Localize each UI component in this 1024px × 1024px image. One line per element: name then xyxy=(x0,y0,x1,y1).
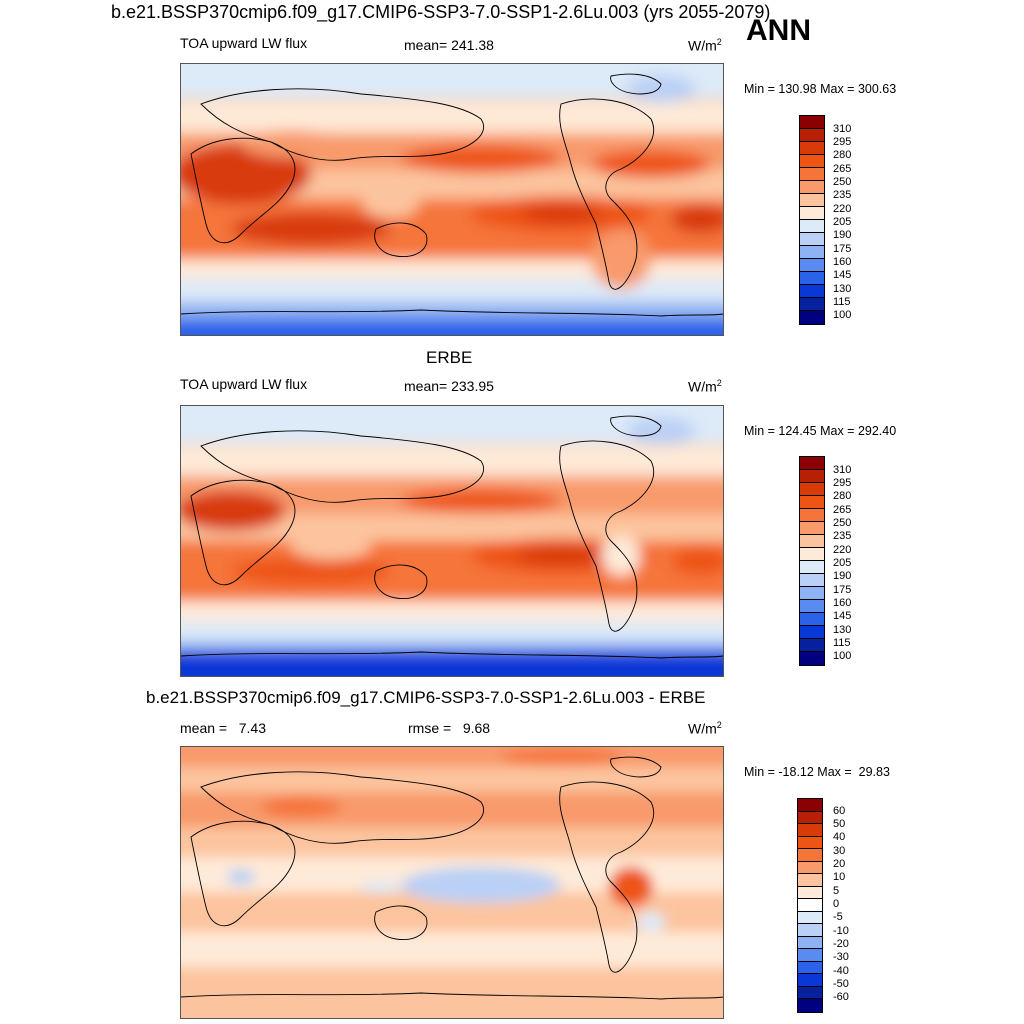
colorbar-tick: 280 xyxy=(833,490,852,502)
panel3-mean-label: mean = 7.43 xyxy=(180,720,267,736)
colorbar-tick: 10 xyxy=(833,871,846,883)
colorbar-tick: 30 xyxy=(833,845,846,857)
colorbar-tick: 160 xyxy=(833,256,852,268)
panel2-map xyxy=(180,405,724,677)
colorbar-tick: 205 xyxy=(833,557,852,569)
panel2-colorbar xyxy=(799,456,825,666)
main-title: b.e21.BSSP370cmip6.f09_g17.CMIP6-SSP3-7.… xyxy=(111,2,771,22)
colorbar-tick: 265 xyxy=(833,163,852,175)
colorbar-tick: 160 xyxy=(833,597,852,609)
colorbar-tick: 5 xyxy=(833,885,840,897)
colorbar-tick: 40 xyxy=(833,831,846,843)
colorbar-tick: -10 xyxy=(833,925,849,937)
panel1-minmax: Min = 130.98 Max = 300.63 xyxy=(744,82,897,96)
colorbar-tick: 130 xyxy=(833,624,852,636)
colorbar-tick: 20 xyxy=(833,858,846,870)
colorbar-tick: -5 xyxy=(833,911,843,923)
panel3-rmse-label: rmse = 9.68 xyxy=(408,720,491,736)
colorbar-tick: 250 xyxy=(833,517,852,529)
panel3-minmax: Min = -18.12 Max = 29.83 xyxy=(744,765,890,779)
colorbar-tick: 115 xyxy=(833,637,851,649)
panel1-map xyxy=(180,63,724,336)
colorbar-tick: 235 xyxy=(833,189,852,201)
colorbar-tick: 250 xyxy=(833,176,852,188)
panel2-units: W/m2 xyxy=(688,378,722,395)
colorbar-tick: -50 xyxy=(833,978,849,990)
panel3-title: b.e21.BSSP370cmip6.f09_g17.CMIP6-SSP3-7.… xyxy=(146,688,706,707)
colorbar-tick: 295 xyxy=(833,477,852,489)
panel1-units: W/m2 xyxy=(688,37,722,54)
colorbar-tick: 115 xyxy=(833,296,851,308)
panel2-mean-label: mean= 233.95 xyxy=(404,378,494,394)
colorbar-tick: 175 xyxy=(833,243,852,255)
colorbar-tick: 145 xyxy=(833,610,852,622)
colorbar-tick: -60 xyxy=(833,991,849,1003)
colorbar-tick: 190 xyxy=(833,570,852,582)
colorbar-tick: 190 xyxy=(833,229,852,241)
colorbar-tick: -20 xyxy=(833,938,849,950)
panel2-title: ERBE xyxy=(426,348,473,367)
colorbar-tick: 205 xyxy=(833,216,852,228)
panel3-map xyxy=(180,746,724,1019)
colorbar-tick: -40 xyxy=(833,965,849,977)
panel2-variable-label: TOA upward LW flux xyxy=(180,376,308,392)
colorbar-tick: 265 xyxy=(833,504,852,516)
colorbar-tick: 100 xyxy=(833,309,852,321)
colorbar-tick: 310 xyxy=(833,123,852,135)
colorbar-tick: 220 xyxy=(833,544,852,556)
colorbar-tick: 220 xyxy=(833,203,852,215)
colorbar-tick: 100 xyxy=(833,650,852,662)
panel3-units: W/m2 xyxy=(688,720,722,737)
colorbar-tick: 175 xyxy=(833,584,852,596)
panel3-colorbar xyxy=(797,798,823,1013)
panel2-minmax: Min = 124.45 Max = 292.40 xyxy=(744,424,897,438)
colorbar-tick: 0 xyxy=(833,898,840,910)
colorbar-tick: 310 xyxy=(833,464,852,476)
season-label: ANN xyxy=(746,14,811,47)
colorbar-tick: 60 xyxy=(833,805,846,817)
panel1-colorbar xyxy=(799,115,825,325)
colorbar-tick: 280 xyxy=(833,149,852,161)
panel1-mean-label: mean= 241.38 xyxy=(404,37,494,53)
colorbar-tick: 145 xyxy=(833,269,852,281)
colorbar-tick: 295 xyxy=(833,136,852,148)
colorbar-tick: 130 xyxy=(833,283,852,295)
colorbar-tick: -30 xyxy=(833,951,849,963)
colorbar-tick: 50 xyxy=(833,818,846,830)
panel1-variable-label: TOA upward LW flux xyxy=(180,35,308,51)
colorbar-tick: 235 xyxy=(833,530,852,542)
